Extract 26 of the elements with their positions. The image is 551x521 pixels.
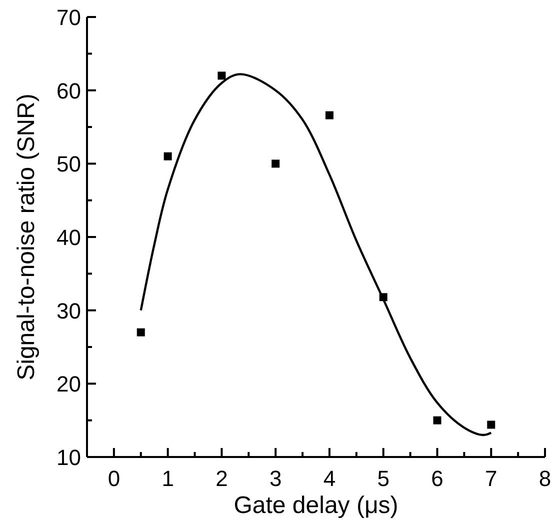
point: [433, 416, 442, 424]
y-tick-label: 70: [56, 5, 81, 30]
x-tick-label: 5: [377, 466, 390, 491]
x-tick-label: 0: [108, 466, 120, 491]
x-axis-title: Gate delay (μs): [234, 492, 398, 519]
x-tick-label: 3: [269, 466, 282, 491]
point: [218, 72, 226, 80]
x-tick-label: 1: [162, 466, 174, 491]
point: [164, 152, 172, 160]
y-tick-label: 40: [56, 225, 81, 250]
point: [487, 420, 496, 429]
point: [136, 328, 145, 336]
y-tick-label: 20: [56, 372, 81, 397]
y-tick-label: 60: [56, 78, 81, 104]
x-tick-label: 4: [323, 466, 336, 491]
point: [272, 160, 280, 168]
y-tick-label: 10: [56, 445, 81, 470]
x-tick-label: 8: [538, 466, 551, 491]
y-tick-label: 30: [56, 298, 81, 324]
point: [325, 111, 334, 120]
line-series: [140, 73, 492, 436]
x-tick-label: 7: [484, 466, 498, 491]
y-tick-label: 50: [56, 152, 81, 177]
x-tick-label: 6: [431, 466, 444, 491]
x-tick-label: 2: [216, 466, 228, 491]
y-axis-title: Signal-to-noise ratio (SNR): [13, 94, 40, 380]
